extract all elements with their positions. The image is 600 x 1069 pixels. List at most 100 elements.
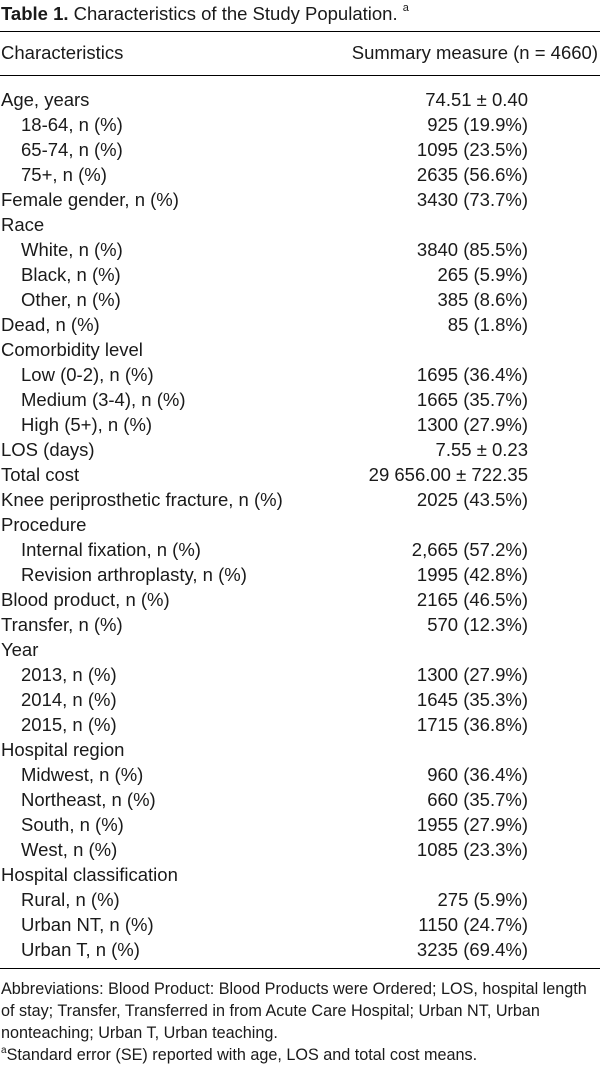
row-label: 75+, n (%): [21, 164, 107, 185]
row-label: LOS (days): [1, 439, 95, 460]
row-value: 2165 (46.5%): [416, 589, 528, 610]
row-label: South, n (%): [21, 814, 124, 835]
table-row: High (5+), n (%) 1300 (27.9%): [0, 412, 600, 437]
row-value: 74.51 ± 0.40: [425, 89, 528, 110]
table-row: Total cost 29 656.00 ± 722.35: [0, 462, 600, 487]
row-label: Medium (3-4), n (%): [21, 389, 186, 410]
table-row: South, n (%) 1955 (27.9%): [0, 812, 600, 837]
row-label: Internal fixation, n (%): [21, 539, 201, 560]
row-label: Female gender, n (%): [1, 189, 179, 210]
row-value: 29 656.00 ± 722.35: [368, 464, 528, 485]
table-row: Female gender, n (%) 3430 (73.7%): [0, 187, 600, 212]
table-row: White, n (%) 3840 (85.5%): [0, 237, 600, 262]
row-label: Hospital region: [1, 739, 125, 760]
row-label: 65-74, n (%): [21, 139, 123, 160]
table-row: Hospital region: [0, 737, 600, 762]
row-value: 1695 (36.4%): [416, 364, 528, 385]
row-value: 925 (19.9%): [427, 114, 528, 135]
table-row: Procedure: [0, 512, 600, 537]
table-row: 18-64, n (%) 925 (19.9%): [0, 112, 600, 137]
abbreviations-note: Abbreviations: Blood Product: Blood Prod…: [1, 980, 587, 1042]
table-row: Revision arthroplasty, n (%) 1995 (42.8%): [0, 562, 600, 587]
table-row: West, n (%) 1085 (23.3%): [0, 837, 600, 862]
table-row: Age, years 74.51 ± 0.40: [0, 87, 600, 112]
row-value: 1995 (42.8%): [416, 564, 528, 585]
row-value: 1085 (23.3%): [416, 839, 528, 860]
row-label: Age, years: [1, 89, 90, 110]
row-value: 1095 (23.5%): [416, 139, 528, 160]
table-row: Urban NT, n (%) 1150 (24.7%): [0, 912, 600, 937]
row-label: 2015, n (%): [21, 714, 117, 735]
row-value: 1665 (35.7%): [416, 389, 528, 410]
row-label: Black, n (%): [21, 264, 121, 285]
row-value: 385 (8.6%): [437, 289, 529, 310]
row-value: 1150 (24.7%): [418, 914, 528, 935]
table-row: 75+, n (%) 2635 (56.6%): [0, 162, 600, 187]
note-marker: a: [1, 1045, 7, 1056]
table-row: Comorbidity level: [0, 337, 600, 362]
header-rule: [0, 75, 600, 76]
note-text: Standard error (SE) reported with age, L…: [6, 1046, 478, 1064]
row-value: 1715 (36.8%): [416, 714, 528, 735]
row-label: Total cost: [1, 464, 80, 485]
table-row: Low (0-2), n (%) 1695 (36.4%): [0, 362, 600, 387]
table-row: Dead, n (%) 85 (1.8%): [0, 312, 600, 337]
table-title: Characteristics of the Study Population.: [73, 3, 398, 24]
row-label: Low (0-2), n (%): [21, 364, 154, 385]
row-label: White, n (%): [21, 239, 123, 260]
row-label: Urban NT, n (%): [21, 914, 154, 935]
table-row: 65-74, n (%) 1095 (23.5%): [0, 137, 600, 162]
table-row: 2014, n (%) 1645 (35.3%): [0, 687, 600, 712]
row-value: 3235 (69.4%): [416, 939, 528, 960]
table-footnotes: Abbreviations: Blood Product: Blood Prod…: [1, 978, 599, 1066]
row-label: High (5+), n (%): [21, 414, 153, 435]
table-row: Northeast, n (%) 660 (35.7%): [0, 787, 600, 812]
bottom-rule: [0, 968, 600, 969]
table-number: Table 1.: [1, 3, 69, 24]
row-value: 1645 (35.3%): [416, 689, 528, 710]
row-value: 960 (36.4%): [427, 764, 528, 785]
row-value: 570 (12.3%): [427, 614, 528, 635]
row-value: 85 (1.8%): [447, 314, 528, 335]
table-row: Midwest, n (%) 960 (36.4%): [0, 762, 600, 787]
row-label: West, n (%): [21, 839, 118, 860]
row-label: Other, n (%): [21, 289, 121, 310]
row-value: 7.55 ± 0.23: [435, 439, 528, 460]
row-label: Procedure: [1, 514, 87, 535]
row-label: Hospital classification: [1, 864, 178, 885]
row-label: Rural, n (%): [21, 889, 120, 910]
top-rule: [0, 31, 600, 32]
row-value: 1300 (27.9%): [416, 414, 528, 435]
table-row: Year: [0, 637, 600, 662]
table-row: Internal fixation, n (%) 2,665 (57.2%): [0, 537, 600, 562]
column-header-characteristics: Characteristics: [1, 42, 124, 63]
row-value: 2,665 (57.2%): [411, 539, 528, 560]
table-row: Rural, n (%) 275 (5.9%): [0, 887, 600, 912]
row-label: Dead, n (%): [1, 314, 100, 335]
row-label: Year: [1, 639, 39, 660]
row-label: Midwest, n (%): [21, 764, 144, 785]
row-value: 1300 (27.9%): [416, 664, 528, 685]
table-row: Knee periprosthetic fracture, n (%) 2025 …: [0, 487, 600, 512]
row-value: 3430 (73.7%): [416, 189, 528, 210]
column-header-summary: Summary measure (n = 4660): [351, 42, 598, 63]
row-label: Blood product, n (%): [1, 589, 170, 610]
row-value: 275 (5.9%): [437, 889, 529, 910]
standard-error-note: aStandard error (SE) reported with age, …: [1, 1044, 599, 1066]
table-row: 2013, n (%) 1300 (27.9%): [0, 662, 600, 687]
table-row: Other, n (%) 385 (8.6%): [0, 287, 600, 312]
table-header: Characteristics Summary measure (n = 466…: [0, 37, 600, 69]
table-row: Race: [0, 212, 600, 237]
table-row: Medium (3-4), n (%) 1665 (35.7%): [0, 387, 600, 412]
caption-footnote-marker: a: [402, 2, 409, 14]
row-label: Comorbidity level: [1, 339, 143, 360]
row-value: 3840 (85.5%): [416, 239, 528, 260]
table-row: Black, n (%) 265 (5.9%): [0, 262, 600, 287]
row-label: 2013, n (%): [21, 664, 117, 685]
table-caption: Table 1. Characteristics of the Study Po…: [1, 2, 597, 26]
table-body: Age, years 74.51 ± 0.40 18-64, n (%) 925 (1…: [0, 87, 600, 962]
table-row: 2015, n (%) 1715 (36.8%): [0, 712, 600, 737]
table-row: Hospital classification: [0, 862, 600, 887]
row-label: Northeast, n (%): [21, 789, 156, 810]
row-value: 2025 (43.5%): [416, 489, 528, 510]
